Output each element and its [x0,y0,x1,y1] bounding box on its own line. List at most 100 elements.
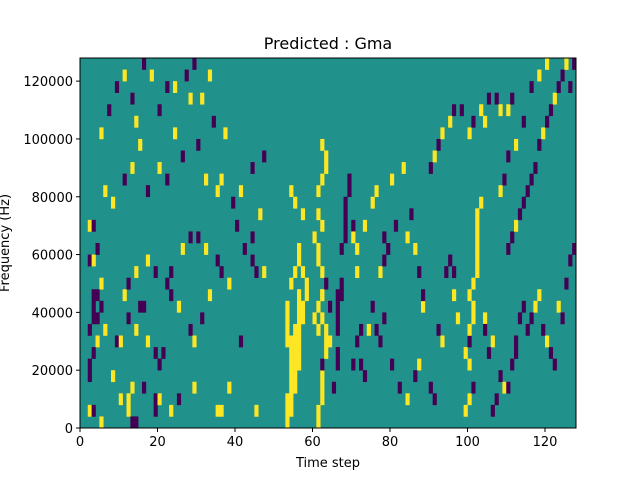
heatmap-cell [362,370,368,383]
heatmap-cell [223,127,228,140]
heatmap-cell [525,185,530,198]
heatmap-cell [250,254,255,267]
heatmap-cell [188,92,193,105]
x-axis: 0 20 40 60 80 100 120 [76,428,557,450]
heatmap-cell [421,300,426,313]
heatmap-cell [545,115,550,128]
heatmap-cell [289,277,294,290]
heatmap-cell [312,312,317,325]
heatmap-cell [467,358,472,371]
heatmap-cell [467,335,472,348]
heatmap-cell [506,104,511,117]
heatmap-cell [521,196,526,209]
heatmap-cell [479,196,484,209]
heatmap-cell [552,92,557,105]
heatmap-cell [157,393,162,406]
heatmap-cell [285,323,290,336]
heatmap-cell [545,58,550,70]
heatmap-cell [378,266,383,278]
heatmap-cell [316,185,321,198]
heatmap-cell [289,347,294,359]
heatmap-cell [262,150,267,163]
heatmap-cell [312,231,317,244]
heatmap-cell [250,162,255,174]
heatmap-cell [173,81,178,93]
heatmap-cell [537,289,542,302]
heatmap-cell [130,416,135,429]
heatmap-cell [227,381,232,394]
heatmap-cell [91,254,96,267]
heatmap-cell [475,266,480,278]
heatmap-cell [335,323,340,336]
heatmap-cell [552,358,557,371]
heatmap-cell [95,243,100,255]
heatmap-cell [188,231,193,244]
heatmap-cell [393,219,399,232]
heatmap-cell [324,277,329,290]
heatmap-cell [297,358,302,371]
plot-frame [79,57,577,429]
heatmap-cell [99,300,104,313]
heatmap-cell [184,69,189,82]
heatmap-cell [165,81,170,93]
chart-title: Predicted : Gma [264,34,392,53]
heatmap-cell [521,300,526,313]
heatmap-cell [87,254,92,267]
x-tick-label: 40 [227,435,244,450]
heatmap-cell [180,150,185,163]
heatmap-cell [440,127,445,140]
heatmap-cell [316,300,321,313]
heatmap-cell [188,323,193,336]
heatmap-cell [548,347,554,359]
heatmap-cell [238,185,244,198]
heatmap-cell [192,335,197,348]
heatmap-cell [285,416,290,429]
heatmap-cell [514,347,519,359]
heatmap-cell [320,266,325,278]
heatmap-cell [483,312,488,325]
heatmap-cell [134,266,139,278]
heatmap-cell [122,173,127,186]
heatmap-cell [324,335,329,348]
heatmap-cell [498,104,503,117]
heatmap-cell [297,243,302,255]
heatmap-cell [293,266,298,278]
x-tick-label: 0 [76,435,84,450]
heatmap-cell [471,115,476,128]
heatmap-cell [335,347,340,359]
heatmap-cell [413,370,418,383]
heatmap-cells [87,58,577,429]
heatmap-cell [169,266,174,278]
heatmap-cell [514,219,519,232]
heatmap-cell [490,404,495,417]
heatmap-cell [483,115,488,128]
x-axis-label: Time step [295,456,360,471]
heatmap-cell [347,185,352,198]
heatmap-cell [444,266,449,278]
heatmap-cell [316,208,321,221]
heatmap-cell [99,416,104,429]
y-tick-label: 60000 [32,249,73,264]
heatmap-cell [328,300,333,313]
heatmap-cell [514,335,519,348]
heatmap-cell [118,393,123,406]
x-tick-label: 60 [304,435,321,450]
heatmap-cell [289,185,294,198]
heatmap-cell [227,277,232,290]
heatmap-cell [300,312,306,325]
heatmap-cell [173,127,178,140]
heatmap-cell [130,162,135,174]
heatmap-cell [382,254,387,267]
heatmap-cell [242,243,247,255]
heatmap-cell [204,173,209,186]
heatmap-cell [320,219,325,232]
heatmap-cell [153,266,158,278]
heatmap-cell [471,381,476,394]
heatmap-cell [316,404,321,417]
heatmap-cell [134,416,139,429]
heatmap-cell [145,254,151,267]
heatmap-cell [316,254,321,267]
heatmap-cell [107,104,112,117]
heatmap-cell [475,231,480,244]
